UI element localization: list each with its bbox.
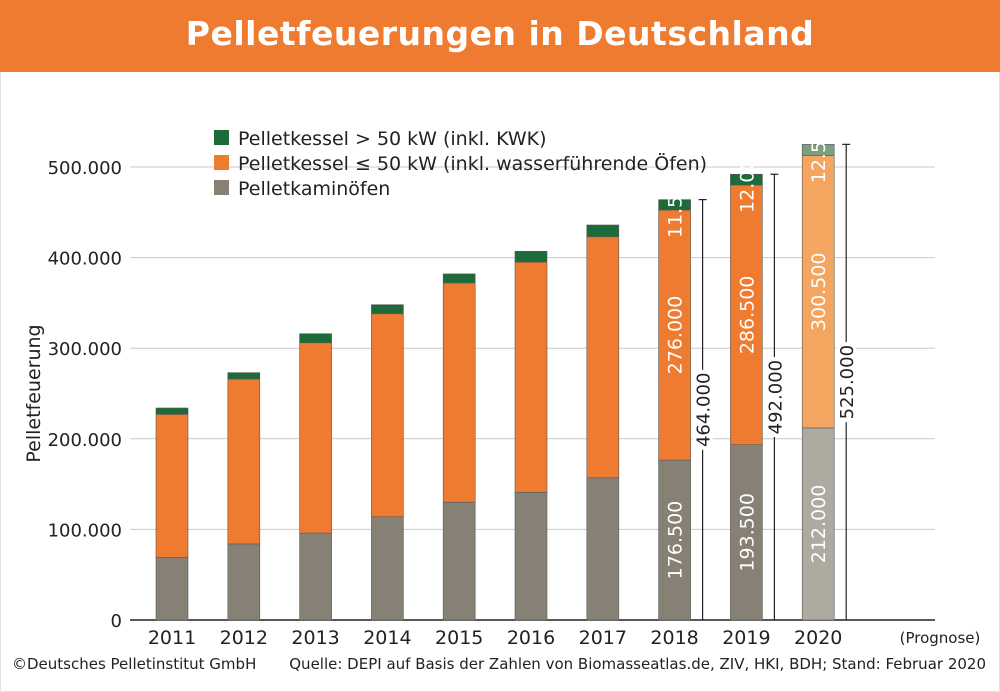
x-tick-label: 2019	[722, 627, 770, 649]
chart-title: Pelletfeuerungen in Deutschland	[185, 14, 815, 53]
x-tick-label: 2018	[650, 627, 698, 649]
bar-segment	[586, 224, 620, 238]
total-label-backdrop	[692, 369, 713, 450]
bar-segment	[371, 304, 404, 315]
segment-value-label: 11.500	[665, 172, 687, 238]
title-bar: Pelletfeuerungen in Deutschland	[0, 0, 1000, 72]
y-axis-label: Pelletfeuerung	[23, 324, 45, 462]
segment-value-label: 300.500	[808, 253, 830, 332]
x-tick-label: 2017	[579, 627, 627, 649]
segment-value-label: 193.500	[736, 493, 758, 572]
x-tick-label: 2014	[363, 627, 411, 649]
segment-value-label: 176.500	[665, 501, 687, 580]
y-tick-label: 400.000	[48, 249, 122, 270]
legend-swatch	[214, 155, 229, 170]
total-label-backdrop	[764, 357, 785, 438]
y-tick-label: 500.000	[48, 158, 122, 179]
bar-segment	[801, 144, 835, 156]
bar-segment	[227, 372, 261, 380]
bar-segment	[658, 199, 691, 211]
segment-value-label: 286.500	[736, 276, 758, 355]
x-tick-label: 2016	[507, 627, 555, 649]
total-value-label: 525.000	[837, 345, 858, 419]
x-tick-label: 2015	[435, 627, 483, 649]
x-tick-label: 2020	[794, 627, 842, 649]
bar-segment	[299, 333, 332, 344]
segment-value-label: 12.000	[736, 146, 758, 212]
bar-segment	[801, 427, 835, 621]
bar-segment	[658, 459, 691, 621]
forecast-label: (Prognose)	[900, 629, 981, 647]
segment-value-label: 276.000	[665, 296, 687, 375]
bar-segment	[155, 414, 189, 558]
bar-segment	[730, 184, 763, 445]
y-tick-label: 0	[111, 611, 122, 632]
legend-label: Pelletkessel > 50 kW (inkl. KWK)	[238, 128, 547, 150]
legend-label: Pelletkessel ≤ 50 kW (inkl. wasserführen…	[238, 152, 707, 175]
x-tick-label: 2013	[291, 627, 339, 649]
copyright-note: ©Deutsches Pelletinstitut GmbH	[12, 655, 257, 673]
bar-segment	[514, 261, 548, 493]
total-label-backdrop	[836, 342, 857, 423]
bar-segment	[227, 378, 261, 545]
bar-segment	[442, 273, 476, 284]
x-tick-label: 2012	[220, 627, 268, 649]
y-tick-label: 300.000	[48, 339, 122, 360]
y-tick-label: 100.000	[48, 520, 122, 541]
bar-segment	[155, 557, 189, 621]
bar-segment	[514, 250, 548, 263]
legend-label: Pelletkaminöfen	[238, 178, 390, 200]
bar-segment	[730, 173, 763, 186]
bar-segment	[586, 236, 620, 479]
bar-segment	[442, 282, 476, 503]
total-value-label: 492.000	[765, 360, 786, 434]
bar-segment	[586, 477, 620, 621]
bar-segment	[155, 407, 189, 415]
source-note: Quelle: DEPI auf Basis der Zahlen von Bi…	[289, 655, 986, 673]
segment-value-label: 212.000	[808, 485, 830, 564]
legend-swatch	[214, 130, 229, 145]
x-tick-label: 2011	[148, 627, 196, 649]
bar-segment	[299, 532, 332, 621]
bar-segment	[514, 491, 548, 621]
bar-segment	[442, 501, 476, 621]
bar-segment	[227, 543, 261, 621]
bar-segment	[371, 516, 404, 621]
segment-value-label: 12.500	[808, 117, 830, 183]
bar-segment	[801, 155, 835, 429]
total-value-label: 464.000	[694, 373, 715, 447]
bar-segment	[730, 444, 763, 621]
bar-segment	[371, 313, 404, 518]
y-tick-label: 200.000	[48, 430, 122, 451]
bar-segment	[299, 342, 332, 534]
legend-swatch	[214, 180, 229, 195]
